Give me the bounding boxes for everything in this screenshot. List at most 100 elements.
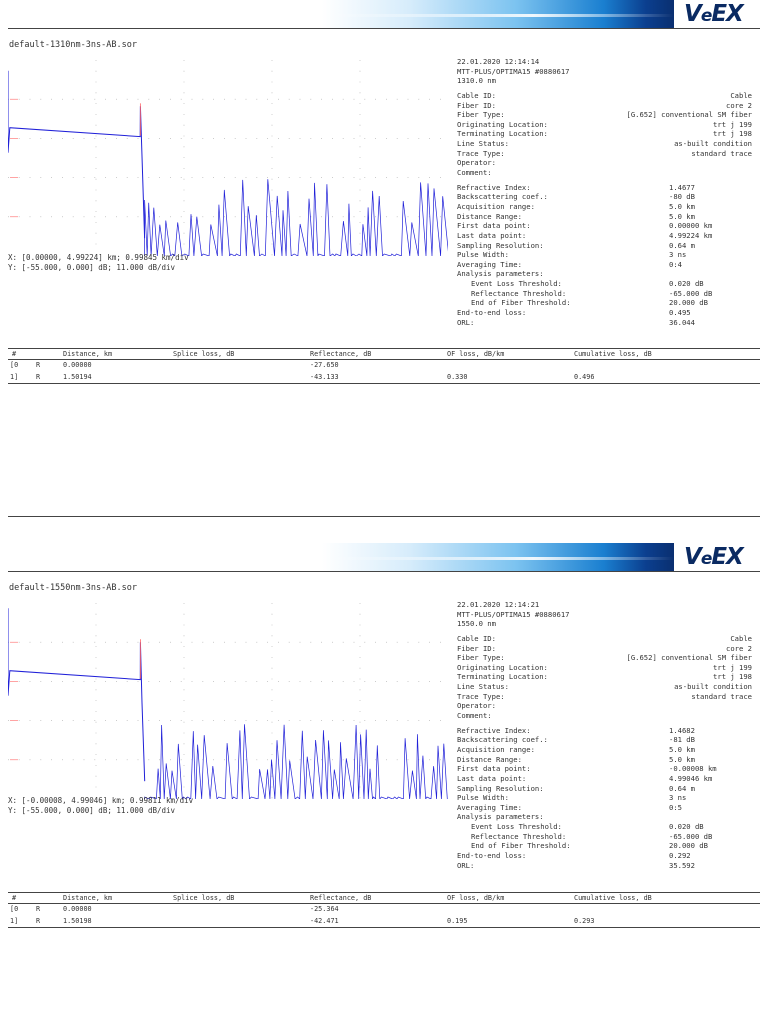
refractive-index-value: 1.4682 (669, 725, 695, 735)
refractive-index-label: Refractive Index: (457, 725, 531, 735)
line-status-row: Line Status: as-built condition (457, 139, 752, 149)
backscatter-value: -80 dB (669, 192, 695, 202)
event-index: 1] (10, 917, 19, 925)
refractive-index-row: Refractive Index: 1.4677 (457, 183, 752, 193)
term-location-label: Terminating Location: (457, 672, 548, 682)
wavelength: 1550.0 nm (457, 619, 752, 629)
line-status-value: as-built condition (674, 139, 752, 149)
x-axis-info: X: [0.00000, 4.99224] km; 0.99845 km/div (8, 253, 189, 262)
trace-type-value: standard trace (691, 148, 752, 158)
averaging-row: Averaging Time: 0:5 (457, 803, 752, 813)
wavelength: 1310.0 nm (457, 76, 752, 86)
event-distance: 1.50198 (63, 917, 92, 925)
event-index: [0 (10, 361, 19, 369)
logo-e: e (700, 549, 712, 569)
header-banner (322, 543, 674, 571)
y-axis-info: Y: [-55.000, 0.000] dB; 11.000 dB/div (8, 263, 176, 272)
orig-location-row: Originating Location: trt j 199 (457, 120, 752, 130)
col-header-distance: Distance, km (63, 350, 113, 358)
otdr-trace-plot (8, 60, 448, 256)
orig-location-value: trt j 199 (713, 662, 752, 672)
event-reflectance: -27.650 (310, 361, 339, 369)
col-header-splice: Splice loss, dB (173, 894, 235, 902)
event-distance: 0.00000 (63, 361, 92, 369)
logo-v: V (684, 544, 702, 570)
distance-range-row: Distance Range: 5.0 km (457, 755, 752, 765)
y-axis-info: Y: [-55.000, 0.000] dB; 11.000 dB/div (8, 806, 176, 815)
backscatter-label: Backscattering coef.: (457, 735, 548, 745)
event-reflectance: -42.471 (310, 917, 339, 925)
event-of-loss: 0.195 (447, 917, 468, 925)
e2e-loss-value: 0.495 (669, 308, 691, 318)
first-point-row: First data point: 0.00000 km (457, 221, 752, 231)
file-name: default-1310nm-3ns-AB.sor (9, 40, 137, 50)
distance-range-label: Distance Range: (457, 211, 522, 221)
col-header-of-loss: OF loss, dB/km (447, 350, 505, 358)
last-point-value: 4.99224 km (669, 230, 713, 240)
header-rule (8, 571, 760, 572)
x-axis-info: X: [-0.00008, 4.99046] km; 0.99811 km/di… (8, 796, 194, 805)
wavelength-value: 1550.0 nm (457, 619, 496, 629)
event-index: 1] (10, 373, 19, 381)
device: MTT-PLUS/OPTIMA15 #0880617 (457, 67, 752, 77)
eof-thr-row: End of Fiber Threshold: 20.000 dB (457, 841, 752, 851)
trace-type-value: standard trace (691, 691, 752, 701)
term-location-value: trt j 198 (713, 129, 752, 139)
event-index: [0 (10, 905, 19, 913)
operator-row: Operator: (457, 701, 752, 711)
device-value: MTT-PLUS/OPTIMA15 #0880617 (457, 609, 570, 619)
report-1310: VeEX default-1310nm-3ns-AB.sor X: [0.000… (0, 0, 768, 440)
pulse-width-row: Pulse Width: 3 ns (457, 793, 752, 803)
col-header-reflectance: Reflectance, dB (310, 894, 372, 902)
table-top-rule (8, 892, 760, 893)
date-time: 22.01.2020 12:14:14 (457, 57, 752, 67)
eof-thr-label: End of Fiber Threshold: (471, 841, 571, 851)
orl-label: ORL: (457, 317, 475, 327)
trace-type-row: Trace Type: standard trace (457, 149, 752, 159)
orig-location-label: Originating Location: (457, 662, 548, 672)
distance-range-label: Distance Range: (457, 754, 522, 764)
distance-range-value: 5.0 km (669, 211, 695, 221)
line-status-label: Line Status: (457, 139, 509, 149)
event-distance: 1.50194 (63, 373, 92, 381)
event-loss-row: Event Loss Threshold: 0.020 dB (457, 279, 752, 289)
event-loss-value: 0.020 dB (669, 822, 704, 832)
fiber-type-label: Fiber Type: (457, 653, 505, 663)
banner-streak (322, 14, 674, 17)
averaging-row: Averaging Time: 0:4 (457, 260, 752, 270)
measurement-info: 22.01.2020 12:14:21 MTT-PLUS/OPTIMA15 #0… (457, 600, 752, 870)
col-header-index: # (12, 894, 17, 902)
table-top-rule (8, 348, 760, 349)
first-point-label: First data point: (457, 221, 531, 231)
refractive-index-row: Refractive Index: 1.4682 (457, 726, 752, 736)
logo-box (676, 543, 768, 571)
orig-location-value: trt j 199 (713, 119, 752, 129)
orl-value: 35.592 (669, 860, 695, 870)
date-time: 22.01.2020 12:14:21 (457, 600, 752, 610)
event-loss-row: Event Loss Threshold: 0.020 dB (457, 822, 752, 832)
first-point-value: -0.00008 km (669, 764, 717, 774)
col-header-of-loss: OF loss, dB/km (447, 894, 505, 902)
comment-row: Comment: (457, 168, 752, 178)
backscatter-row: Backscattering coef.: -80 dB (457, 192, 752, 202)
backscatter-value: -81 dB (669, 735, 695, 745)
fiber-id-row: Fiber ID: core 2 (457, 644, 752, 654)
line-status-label: Line Status: (457, 682, 509, 692)
page-divider (8, 516, 760, 517)
event-reflectance: -25.364 (310, 905, 339, 913)
trace-line (8, 70, 146, 239)
fiber-id-value: core 2 (726, 643, 752, 653)
pulse-width-label: Pulse Width: (457, 250, 509, 260)
analysis-row: Analysis parameters: (457, 269, 752, 279)
report-1550: VeEX default-1550nm-3ns-AB.sor X: [-0.00… (0, 543, 768, 983)
orl-label: ORL: (457, 860, 475, 870)
table-header-rule (8, 359, 760, 360)
averaging-value: 0:5 (669, 802, 682, 812)
orig-location-row: Originating Location: trt j 199 (457, 663, 752, 673)
e2e-loss-label: End-to-end loss: (457, 308, 527, 318)
analysis-label: Analysis parameters: (457, 269, 544, 279)
sampling-value: 0.64 m (669, 240, 695, 250)
line-status-value: as-built condition (674, 682, 752, 692)
cable-id-value: Cable (730, 90, 752, 100)
event-cumulative-loss: 0.496 (574, 373, 595, 381)
